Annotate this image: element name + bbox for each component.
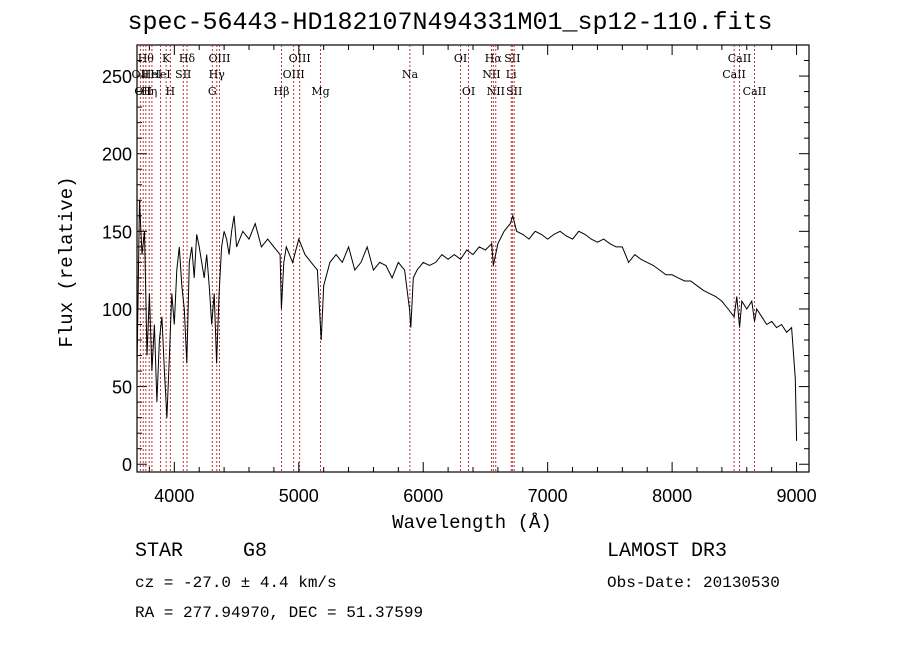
survey-name: LAMOST DR3	[607, 540, 728, 563]
spectral-line-label: Mg	[311, 85, 329, 98]
y-tick-label: 100	[102, 300, 132, 320]
spectral-line-label: CaII	[743, 85, 767, 98]
spectral-line-label: HeI	[150, 68, 170, 81]
x-tick-label: 4000	[154, 486, 194, 506]
spectral-line-label: OII	[132, 68, 150, 81]
spectral-line-label: OIII	[289, 52, 311, 65]
x-axis-label: Wavelength (Å)	[392, 512, 552, 534]
y-tick-label: 250	[102, 67, 132, 87]
spectral-line-label: SII	[175, 68, 191, 81]
spectral-line-label: G	[208, 85, 217, 98]
spectral-line-label: Li	[506, 68, 517, 81]
spectral-line-label: Hα	[485, 52, 503, 65]
object-class: STAR	[135, 540, 184, 563]
flux-line	[136, 200, 798, 441]
y-tick-label: 50	[112, 378, 132, 398]
chart-title: spec-56443-HD182107N494331M01_sp12-110.f…	[127, 8, 773, 37]
spectral-line-label: Hβ	[274, 85, 290, 98]
x-tick-label: 9000	[777, 486, 817, 506]
spectral-line-label: OII	[134, 85, 152, 98]
y-axis-label: Flux (relative)	[56, 176, 78, 347]
spectral-line-label: NII	[482, 68, 500, 81]
x-tick-label: 6000	[403, 486, 443, 506]
y-tick-label: 200	[102, 145, 132, 165]
spectral-line-label: HeI	[142, 68, 162, 81]
emission-absorption-lines: OIIOIIHθHηHeIHeIKHSIIHδGHγOIIIHβOIIIOIII…	[132, 45, 767, 472]
x-tick-label: 8000	[652, 486, 692, 506]
y-tick-label: 0	[122, 455, 132, 475]
spectral-line-label: OI	[462, 85, 475, 98]
spectral-line-label: Hη	[141, 85, 157, 98]
spectral-line-label: CaII	[722, 68, 746, 81]
spectral-line-label: SII	[506, 85, 522, 98]
x-tick-label: 7000	[528, 486, 568, 506]
spectral-line-label: Hδ	[179, 52, 196, 65]
spectral-line-label: SII	[504, 52, 520, 65]
spectral-line-label: NII	[487, 85, 505, 98]
y-tick-label: 150	[102, 222, 132, 242]
spectral-line-label: Hθ	[138, 52, 155, 65]
spectral-line-label: OI	[454, 52, 467, 65]
spectral-line-label: Na	[402, 68, 419, 81]
coordinates: RA = 277.94970, DEC = 51.37599	[135, 604, 424, 622]
spectral-line-label: K	[162, 52, 171, 65]
spectral-line-label: H	[166, 85, 176, 98]
object-subclass: G8	[243, 540, 268, 563]
plot-axes: 4000 5000 6000 7000 8000 9000 0 50 100 150 200 250	[102, 44, 817, 506]
obs-date: Obs-Date: 20130530	[607, 574, 780, 592]
redshift-cz: cz = -27.0 ± 4.4 km/s	[135, 574, 337, 592]
spectral-line-label: OIII	[283, 68, 305, 81]
flux-series	[136, 200, 798, 441]
plot-frame	[136, 44, 810, 473]
spectral-line-label: OIII	[208, 52, 230, 65]
spectral-line-label: Hγ	[209, 68, 226, 81]
x-tick-label: 5000	[279, 486, 319, 506]
spectral-line-label: CaII	[728, 52, 752, 65]
